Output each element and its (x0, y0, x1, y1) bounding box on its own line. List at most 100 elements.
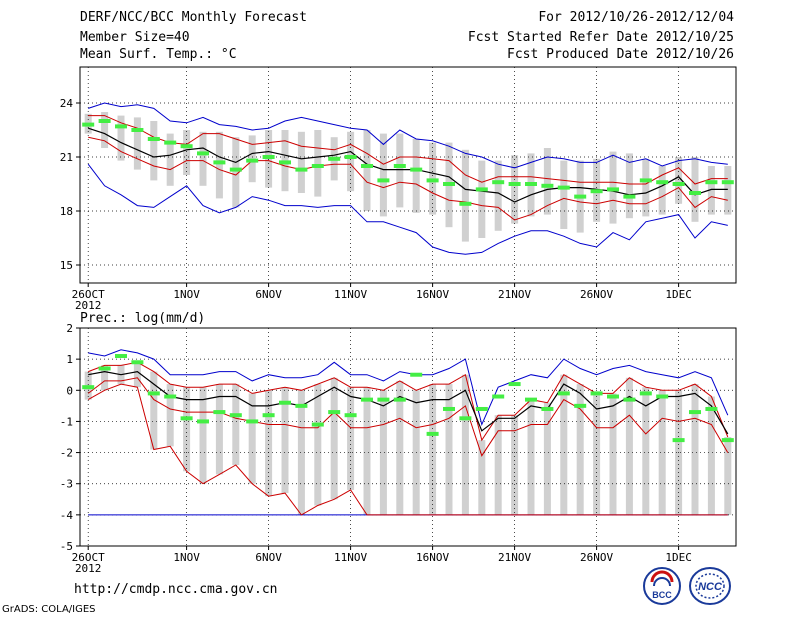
prec-box-37 (691, 384, 699, 515)
prec-frame (79, 327, 737, 547)
prec-box-25 (494, 415, 502, 515)
prec-observed-11 (262, 413, 275, 418)
prec-box-18 (379, 390, 387, 515)
prec-xtick-label-6: 26NOV (580, 551, 613, 564)
prec-observed-6 (180, 416, 193, 421)
svg-text:NCC: NCC (698, 581, 723, 593)
temp-observed-36 (672, 182, 685, 186)
temp-observed-28 (541, 183, 554, 188)
temp-observed-9 (229, 167, 242, 172)
temp-box-5 (166, 133, 174, 186)
temp-observed-4 (147, 137, 160, 141)
prec-xtick-label-0: 26OCT (72, 551, 105, 564)
temp-observed-23 (459, 201, 472, 206)
temp-observed-22 (443, 182, 455, 186)
temp-observed-32 (607, 187, 619, 192)
ncc-logo: NCC (689, 567, 731, 605)
temp-box-19 (396, 133, 404, 208)
fcst-produced-date: Fcst Produced Date 2012/10/26 (507, 47, 734, 62)
prec-box-39 (724, 437, 732, 515)
prec-observed-21 (426, 431, 439, 436)
prec-observed-33 (623, 397, 636, 402)
prec-ytick-label-2: -3 (60, 478, 73, 491)
bcc-logo: BCC (643, 567, 681, 605)
prec-observed-14 (311, 422, 324, 427)
temp-box-24 (478, 160, 486, 238)
temp-observed-34 (639, 178, 652, 183)
source-url[interactable]: http://cmdp.ncc.cma.gov.cn (74, 582, 278, 597)
prec-box-16 (347, 387, 355, 490)
prec-observed-3 (131, 360, 144, 365)
prec-observed-0 (82, 385, 95, 390)
temp-box-17 (363, 130, 371, 211)
prec-observed-26 (508, 382, 521, 387)
temp-observed-2 (115, 124, 127, 129)
prec-observed-32 (607, 394, 619, 399)
prec-ytick-label-3: -2 (60, 447, 73, 460)
prec-ytick-label-1: -4 (60, 509, 74, 522)
temp-frame (79, 66, 737, 284)
prec-box-1 (101, 365, 109, 391)
fcst-started-date: Fcst Started Refer Date 2012/10/25 (467, 30, 734, 45)
prec-observed-34 (639, 391, 652, 396)
temp-box-35 (658, 166, 666, 215)
prec-box-33 (625, 377, 633, 515)
prec-observed-9 (229, 413, 242, 418)
temp-observed-29 (557, 185, 570, 190)
prec-box-28 (543, 402, 551, 515)
prec-observed-37 (689, 410, 701, 415)
prec-box-26 (511, 415, 519, 515)
temp-xtick-label-2: 6NOV (255, 288, 282, 301)
temp-xtick-label-6: 26NOV (580, 288, 613, 301)
prec-ytick-label-4: -1 (60, 415, 73, 428)
prec-observed-36 (672, 438, 685, 443)
prec-box-34 (642, 387, 650, 515)
temp-ytick-label-1: 18 (60, 205, 73, 218)
temp-line-p10 (88, 136, 728, 221)
prec-box-38 (707, 396, 715, 515)
temp-box-34 (642, 158, 650, 217)
prec-observed-20 (410, 372, 423, 377)
prec-xtick-label-7: 1DEC (665, 551, 692, 564)
temp-observed-1 (98, 119, 111, 123)
forecast-period: For 2012/10/26-2012/12/04 (538, 10, 734, 25)
temp-observed-37 (689, 191, 701, 195)
prec-box-7 (199, 387, 207, 484)
prec-box-5 (166, 384, 174, 447)
temp-xtick-label-3: 11NOV (334, 288, 367, 301)
temp-observed-21 (426, 178, 439, 183)
prec-observed-19 (393, 397, 406, 402)
temp-observed-3 (131, 128, 144, 132)
temp-observed-6 (180, 144, 193, 149)
temp-box-4 (150, 121, 158, 181)
temp-year-label: 2012 (75, 299, 102, 312)
prec-observed-31 (590, 391, 603, 396)
prec-observed-28 (541, 406, 554, 411)
variable-label: Mean Surf. Temp.: °C (80, 47, 237, 62)
temp-observed-31 (590, 189, 603, 194)
temp-observed-18 (377, 178, 390, 183)
prec-ytick-label-0: -5 (60, 540, 73, 553)
prec-observed-29 (557, 391, 570, 396)
temp-box-23 (461, 149, 469, 242)
temp-line-min (87, 163, 728, 255)
prec-observed-8 (213, 410, 226, 415)
prec-box-23 (461, 374, 469, 515)
temp-line-mean (88, 127, 728, 203)
temp-observed-39 (721, 180, 734, 185)
temp-xtick-label-4: 16NOV (416, 288, 449, 301)
temp-box-2 (117, 115, 125, 161)
temp-ytick-label-0: 15 (60, 259, 73, 272)
temp-box-1 (101, 112, 109, 148)
prec-observed-24 (475, 406, 488, 411)
temp-observed-13 (295, 167, 308, 172)
temp-observed-14 (311, 164, 324, 168)
prec-box-10 (248, 393, 256, 484)
prec-box-9 (232, 384, 240, 466)
temp-box-9 (232, 137, 240, 208)
temp-line-p90 (88, 115, 728, 185)
prec-observed-17 (361, 397, 373, 402)
temp-xtick-label-0: 26OCT (72, 288, 105, 301)
prec-box-13 (297, 390, 305, 515)
temp-box-38 (707, 166, 715, 215)
